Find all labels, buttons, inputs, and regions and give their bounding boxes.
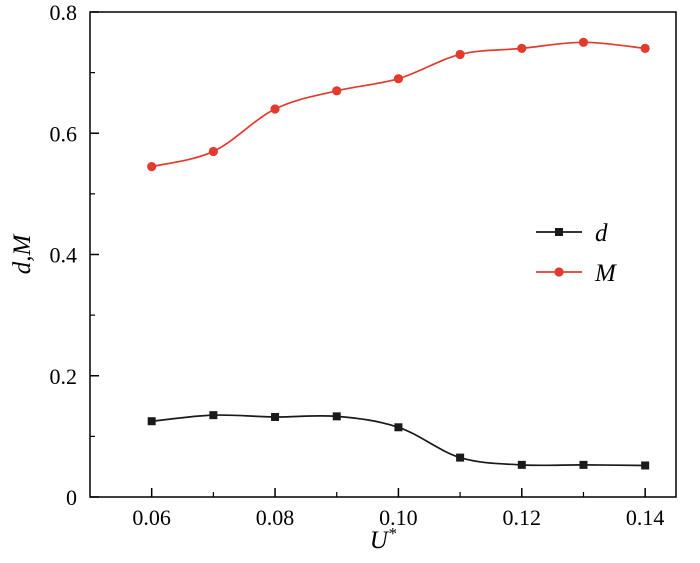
y-tick-label: 0.4	[50, 243, 78, 268]
x-tick-label: 0.14	[626, 505, 665, 530]
y-tick-label: 0	[66, 485, 77, 510]
legend-item-M: M	[536, 260, 617, 287]
series-marker-d	[209, 411, 218, 420]
series-marker-d	[456, 453, 465, 462]
x-tick-label: 0.06	[132, 505, 171, 530]
series-marker-M	[147, 161, 157, 172]
y-tick-label: 0.2	[50, 364, 78, 389]
plot-border	[89, 11, 677, 498]
series-marker-M	[455, 49, 465, 60]
series-line-M	[151, 41, 646, 168]
series-marker-d	[517, 460, 526, 469]
series-marker-d	[579, 460, 588, 469]
legend-label-d: d	[595, 220, 608, 247]
series-M	[147, 37, 650, 172]
x-tick-label: 0.08	[256, 505, 295, 530]
legend: dM	[536, 220, 617, 287]
legend-marker-d	[555, 228, 563, 236]
series-marker-d	[332, 412, 341, 421]
x-tick-label: 0.10	[379, 505, 418, 530]
y-tick-label: 0.8	[50, 0, 78, 25]
series-marker-d	[147, 417, 156, 426]
legend-marker-M	[554, 267, 564, 277]
series-line-d	[151, 414, 646, 467]
series-marker-M	[517, 43, 527, 53]
series-marker-d	[641, 461, 650, 470]
series-marker-d	[394, 423, 403, 432]
series-marker-M	[640, 43, 650, 53]
y-axis-label: d,M	[9, 234, 36, 275]
x-tick-label: 0.12	[503, 505, 542, 530]
series-marker-M	[208, 146, 218, 157]
x-axis-label: U*	[370, 524, 397, 554]
series-marker-M	[332, 86, 342, 96]
legend-item-d: d	[536, 220, 608, 247]
series-marker-M	[270, 104, 280, 114]
series-marker-M	[578, 37, 589, 47]
y-tick-label: 0.6	[50, 121, 78, 146]
series-marker-M	[393, 74, 404, 84]
series-marker-d	[271, 412, 280, 421]
series-d	[147, 411, 650, 470]
legend-label-M: M	[594, 260, 617, 287]
